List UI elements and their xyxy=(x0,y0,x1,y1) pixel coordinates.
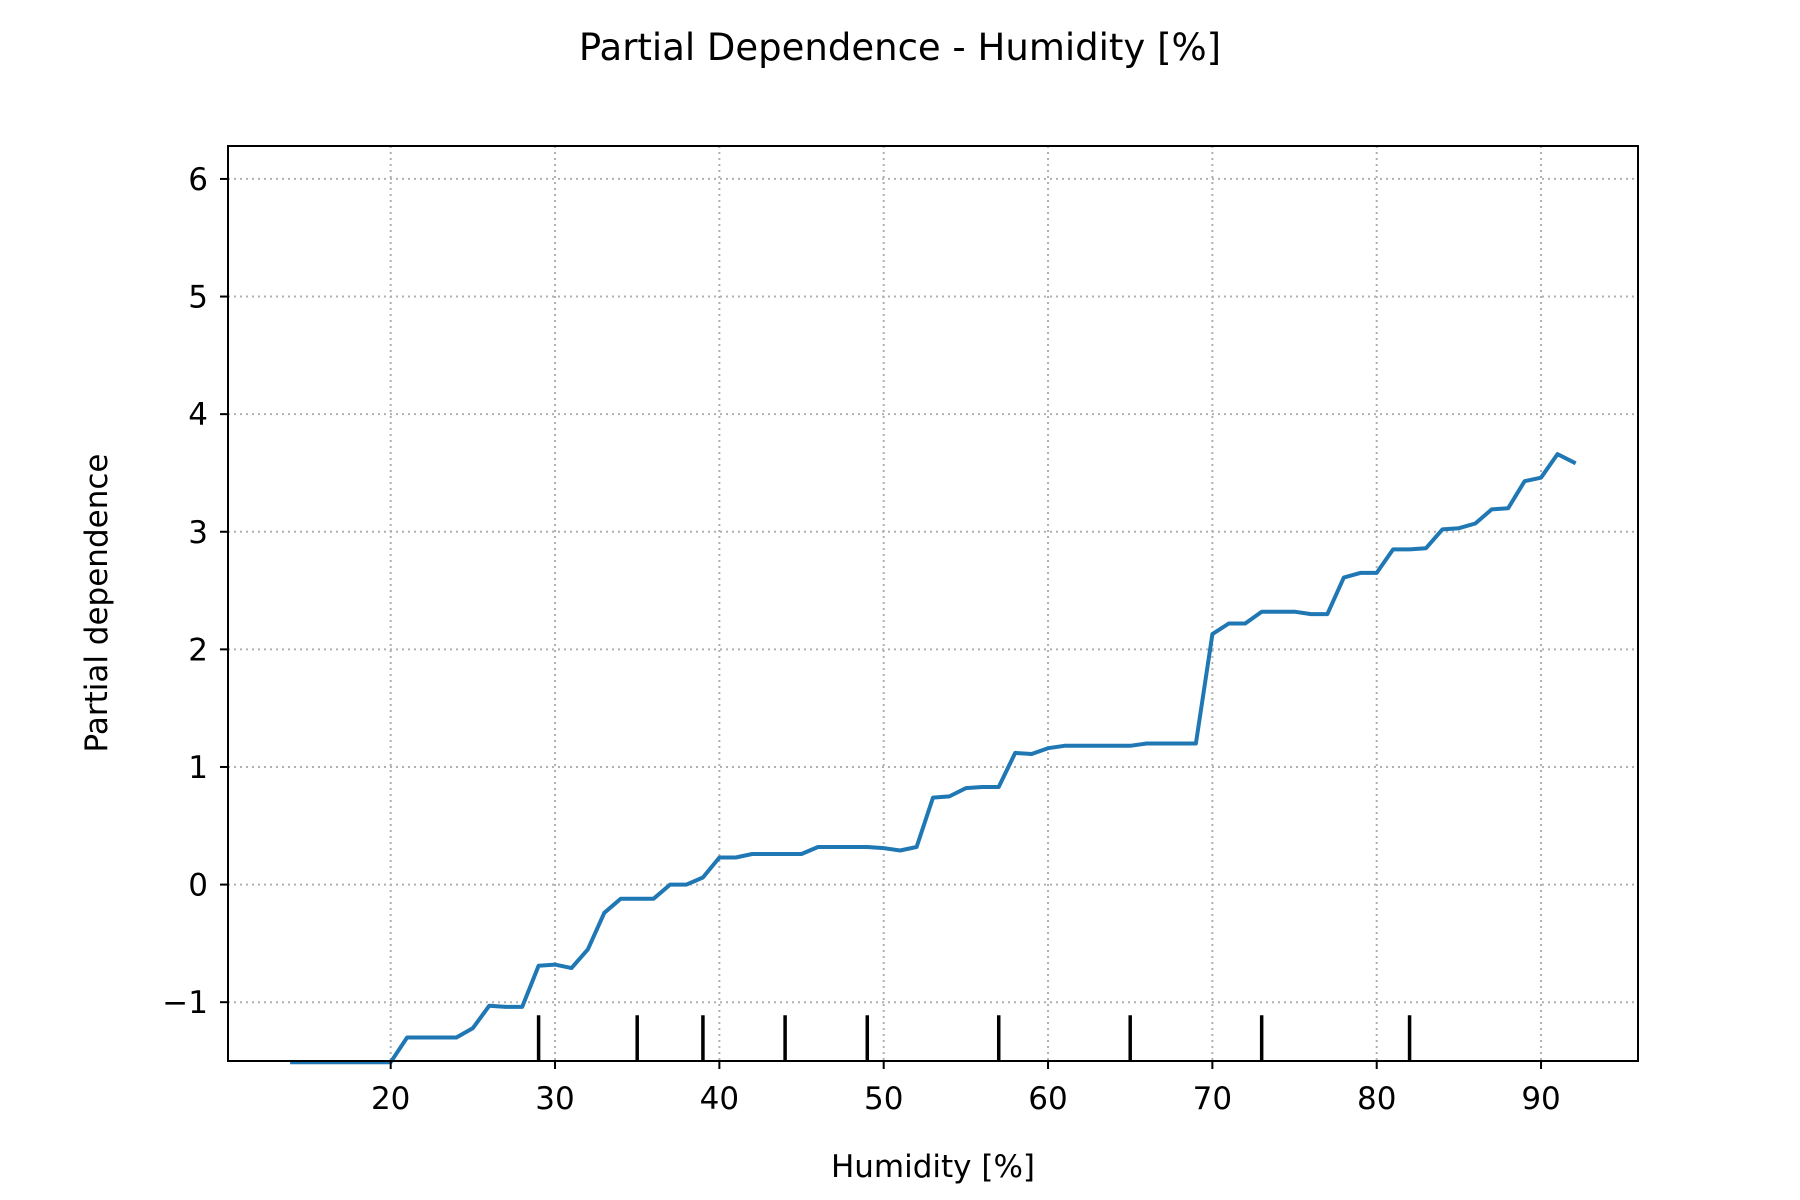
chart-title: Partial Dependence - Humidity [%] xyxy=(579,26,1221,69)
y-tick-label: 0 xyxy=(188,868,208,904)
y-tick-label: 2 xyxy=(188,632,208,668)
y-tick-label: 6 xyxy=(188,162,208,198)
partial-dependence-line xyxy=(290,452,1577,1065)
x-axis-ticks: 20 30 40 50 60 70 80 90 xyxy=(371,1061,1561,1117)
x-axis-label: Humidity [%] xyxy=(831,1149,1035,1185)
y-axis-label: Partial dependence xyxy=(79,454,115,753)
x-tick-label: 60 xyxy=(1028,1081,1067,1117)
x-tick-label: 90 xyxy=(1521,1081,1560,1117)
x-tick-label: 20 xyxy=(371,1081,410,1117)
y-tick-label: 1 xyxy=(188,750,208,786)
y-tick-label: 5 xyxy=(188,280,208,316)
x-tick-label: 30 xyxy=(535,1081,574,1117)
plot-frame xyxy=(227,145,1639,1062)
y-axis-ticks: −1 0 1 2 3 4 5 6 xyxy=(162,162,228,1021)
x-tick-label: 40 xyxy=(700,1081,739,1117)
x-tick-label: 70 xyxy=(1193,1081,1232,1117)
decile-rug xyxy=(536,1015,1412,1061)
x-tick-label: 80 xyxy=(1357,1081,1396,1117)
data-line-layer xyxy=(290,452,1577,1065)
y-tick-label: 4 xyxy=(188,397,208,433)
y-tick-label: 3 xyxy=(188,515,208,551)
x-tick-label: 50 xyxy=(864,1081,903,1117)
grid-lines xyxy=(228,146,1638,1061)
y-tick-label: −1 xyxy=(162,985,208,1021)
